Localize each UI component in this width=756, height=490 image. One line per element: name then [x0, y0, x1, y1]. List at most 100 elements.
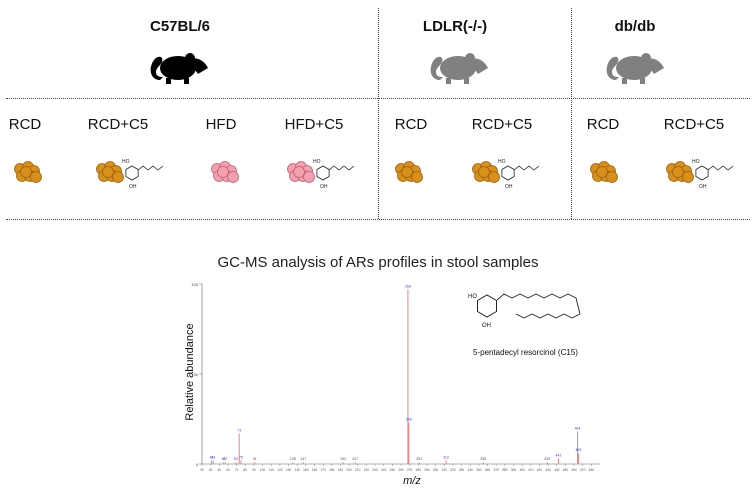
c5-structure: HO OH — [122, 159, 164, 190]
x-tick-label: 310 — [442, 468, 448, 472]
rcd-pellet-icon — [666, 161, 694, 183]
c5-structure: HO OH — [313, 159, 355, 190]
peak-label: 207 — [352, 457, 358, 461]
hydroxyl-label: OH — [505, 184, 513, 190]
x-tick-label: 190 — [338, 468, 344, 472]
x-tick-label: 480 — [589, 468, 595, 472]
x-tick-label: 140 — [295, 468, 301, 472]
peak-label: 55 — [222, 457, 226, 461]
group-label: RCD+C5 — [471, 116, 533, 133]
x-tick-label: 220 — [364, 468, 370, 472]
x-tick-label: 370 — [494, 468, 500, 472]
x-tick-label: 60 — [226, 468, 230, 472]
x-tick-label: 160 — [312, 468, 318, 472]
mouse-icon-black — [150, 53, 208, 84]
peak-label: 41 — [210, 455, 214, 459]
x-tick-label: 380 — [502, 468, 508, 472]
peak-label: 269 — [406, 418, 412, 422]
rcd-pellet-icon — [472, 161, 500, 183]
rcd-pellet-icon — [590, 161, 618, 183]
strain-title-c57bl6: C57BL/6 — [149, 18, 211, 35]
x-tick-label: 270 — [407, 468, 413, 472]
peak-label: 147 — [300, 457, 306, 461]
peak-label: 429 — [544, 457, 550, 461]
divider-c57-ldlr — [378, 8, 379, 219]
y-tick-label: 0 — [196, 462, 199, 467]
hydroxyl-label: OH — [482, 323, 491, 329]
c15-structure: HO OH — [468, 293, 581, 329]
x-tick-label: 290 — [424, 468, 430, 472]
strain-title-ldlr: LDLR(-/-) — [422, 18, 488, 35]
x-tick-label: 470 — [580, 468, 586, 472]
x-tick-label: 330 — [459, 468, 465, 472]
x-tick-label: 390 — [511, 468, 517, 472]
group-label: RCD — [586, 116, 620, 133]
x-tick-label: 180 — [329, 468, 335, 472]
strain-title-dbdb: db/db — [614, 18, 656, 35]
x-tick-label: 280 — [416, 468, 422, 472]
hydroxyl-label: HO — [122, 159, 130, 165]
x-tick-label: 420 — [537, 468, 543, 472]
peak-label: 464 — [575, 427, 581, 431]
x-tick-label: 70 — [235, 468, 239, 472]
x-tick-label: 400 — [519, 468, 525, 472]
hfd-pellet-icon — [211, 161, 239, 183]
x-tick-label: 260 — [398, 468, 404, 472]
y-tick-label: 50 — [194, 372, 199, 377]
x-tick-label: 40 — [209, 468, 213, 472]
peak-label: 465 — [575, 448, 581, 452]
x-tick-label: 100 — [260, 468, 266, 472]
rcd-pellet-icon — [96, 161, 124, 183]
peak-label: 69 — [234, 457, 238, 461]
group-label: HFD — [205, 116, 237, 133]
group-label: RCD+C5 — [663, 116, 725, 133]
x-tick-label: 170 — [320, 468, 326, 472]
c15-caption: 5-pentadecyl resorcinol (C15) — [473, 348, 578, 357]
x-tick-label: 320 — [450, 468, 456, 472]
peak-label: 73 — [237, 428, 241, 432]
x-tick-label: 30 — [200, 468, 204, 472]
x-tick-label: 150 — [303, 468, 309, 472]
x-tick-label: 340 — [468, 468, 474, 472]
y-tick-label: 100 — [191, 282, 198, 287]
x-tick-label: 440 — [554, 468, 560, 472]
group-label: RCD+C5 — [87, 116, 149, 133]
x-axis-label: m/z — [403, 475, 421, 487]
hfd-pellet-icon — [287, 161, 315, 183]
peak-label: 193 — [340, 457, 346, 461]
rcd-pellet-icon — [395, 161, 423, 183]
x-tick-label: 350 — [476, 468, 482, 472]
peak-label: 135 — [290, 457, 296, 461]
peak-label: 268 — [405, 284, 411, 288]
peak-label: 57 — [223, 457, 227, 461]
hydroxyl-label: HO — [498, 159, 506, 165]
peak-label: 91 — [253, 457, 257, 461]
c5-structure: HO OH — [498, 159, 540, 190]
group-label: RCD — [8, 116, 42, 133]
hydroxyl-label: OH — [129, 184, 137, 190]
hydroxyl-label: HO — [692, 159, 700, 165]
peak-label: 75 — [239, 455, 243, 459]
x-tick-label: 90 — [252, 468, 256, 472]
rcd-pellet-icon — [14, 161, 42, 183]
peak-label: 281 — [416, 457, 422, 461]
hydroxyl-label: HO — [313, 159, 321, 165]
divider-ldlr-dbdb — [571, 8, 572, 219]
x-tick-label: 460 — [571, 468, 577, 472]
x-tick-label: 250 — [390, 468, 396, 472]
c5-structure: HO OH — [692, 159, 734, 190]
x-tick-label: 240 — [381, 468, 387, 472]
x-tick-label: 450 — [563, 468, 569, 472]
y-axis-label: Relative abundance — [184, 323, 196, 420]
x-tick-label: 120 — [277, 468, 283, 472]
x-tick-label: 80 — [243, 468, 247, 472]
peak-label: 442 — [556, 454, 562, 458]
x-tick-label: 430 — [545, 468, 551, 472]
group-label: RCD — [394, 116, 428, 133]
x-tick-label: 130 — [286, 468, 292, 472]
x-tick-label: 50 — [218, 468, 222, 472]
peak-label: 43 — [211, 455, 215, 459]
x-tick-label: 300 — [433, 468, 439, 472]
mouse-icon-gray-dbdb — [606, 53, 664, 84]
